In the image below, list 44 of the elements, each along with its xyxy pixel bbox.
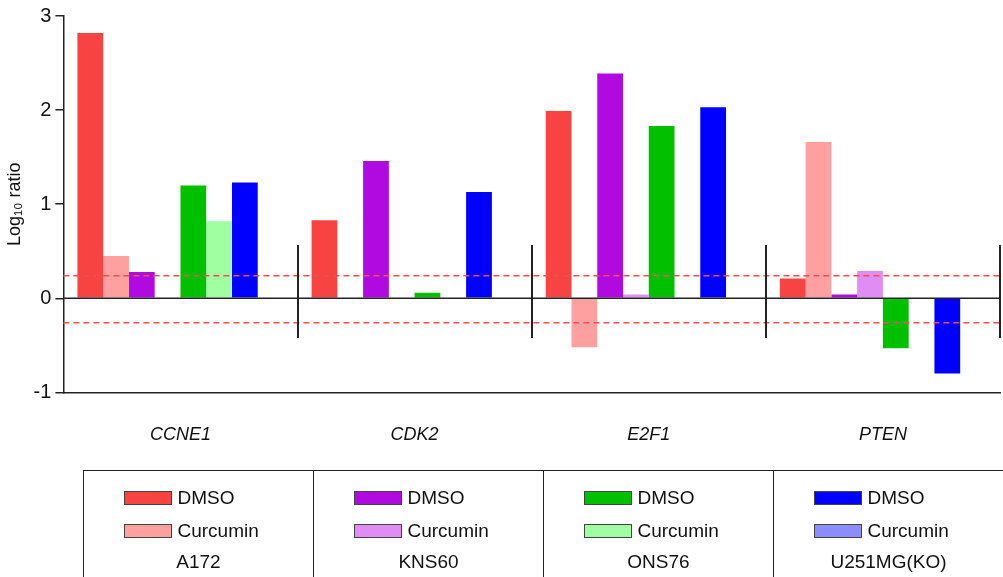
bar	[77, 32, 104, 298]
y-tick-label: 0	[40, 285, 52, 308]
bar	[882, 299, 909, 349]
y-tick-label: 1	[40, 191, 52, 214]
legend-label: Curcumin	[407, 519, 489, 542]
bar	[779, 278, 806, 298]
bar	[648, 126, 675, 298]
bar	[128, 271, 155, 298]
bar	[231, 182, 258, 298]
y-axis-title: Log₁₀ ratio	[3, 162, 24, 246]
bar	[831, 294, 858, 298]
y-tick-label: 3	[40, 3, 52, 26]
bar	[206, 221, 232, 298]
bar	[934, 299, 961, 374]
bar	[311, 220, 338, 298]
x-tick-label: PTEN	[858, 424, 908, 445]
bar	[545, 111, 572, 298]
text: A172	[176, 550, 221, 574]
legend-label: DMSO	[867, 486, 925, 509]
bar	[180, 185, 207, 298]
bar	[571, 299, 598, 348]
x-tick-label: CDK2	[390, 424, 439, 445]
bar	[103, 255, 129, 298]
legend-label: DMSO	[177, 486, 235, 509]
x-tick-label: E2F1	[627, 424, 671, 445]
bar	[414, 292, 441, 298]
y-tick-label: 2	[40, 97, 52, 120]
x-tick-label: CCNE1	[149, 424, 211, 445]
bar	[363, 160, 389, 298]
bar	[700, 107, 727, 298]
bar	[466, 191, 492, 298]
legend-label: DMSO	[637, 486, 695, 509]
legend-label: Curcumin	[177, 519, 259, 542]
legend-label: DMSO	[407, 486, 465, 509]
bar	[623, 294, 649, 298]
bar	[805, 142, 832, 298]
bar	[857, 271, 883, 298]
y-tick-label: -1	[33, 379, 52, 402]
legend-label: Curcumin	[867, 519, 949, 542]
text: U251MG(KO)	[830, 550, 947, 574]
bar	[597, 73, 624, 298]
text: KNS60	[398, 550, 459, 574]
text: ONS76	[627, 550, 690, 574]
legend-label: Curcumin	[637, 519, 719, 542]
